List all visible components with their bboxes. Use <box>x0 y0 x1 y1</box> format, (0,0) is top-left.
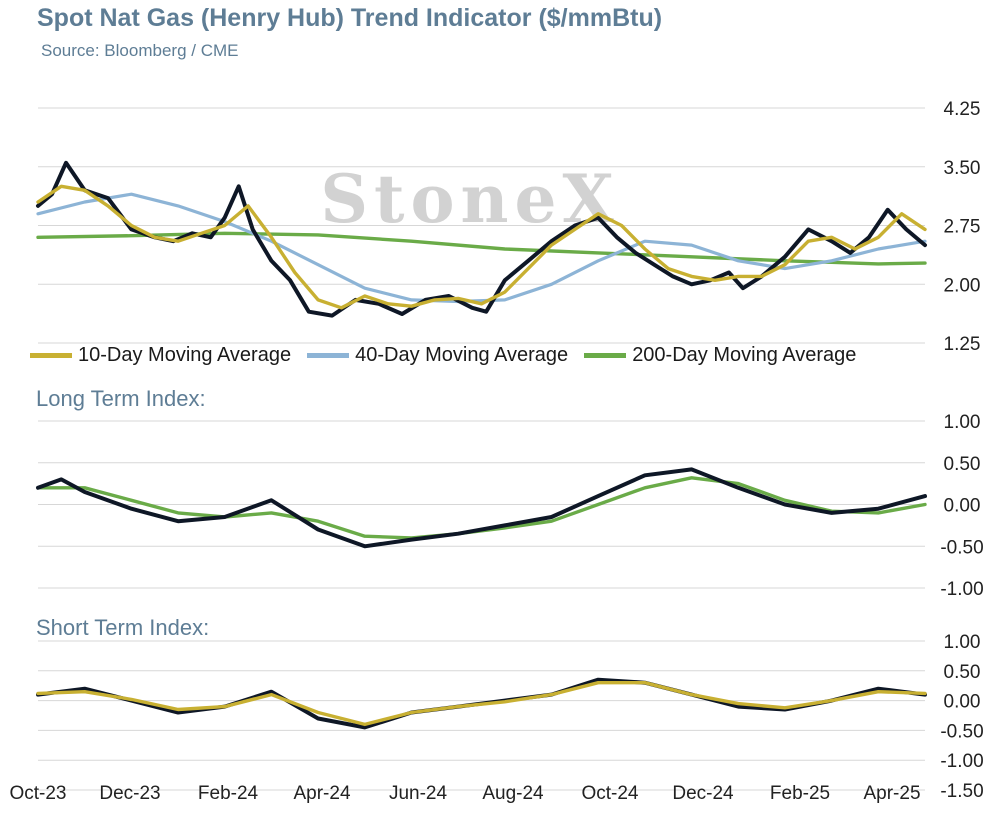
chart-source: Source: Bloomberg / CME <box>41 41 239 60</box>
y-tick-label: 2.75 <box>944 217 981 238</box>
x-tick-label: Oct-23 <box>9 783 66 804</box>
legend-label-ma10: 10-Day Moving Average <box>78 344 292 366</box>
y-tick-label: 3.50 <box>944 158 981 179</box>
long-term-index-label: Long Term Index: <box>36 386 206 411</box>
series-line-ma10 <box>36 184 927 310</box>
x-tick-label: Feb-25 <box>770 783 830 804</box>
x-tick-label: Oct-24 <box>581 783 638 804</box>
x-tick-label: Feb-24 <box>198 783 259 804</box>
y-tick-label: 4.25 <box>944 99 981 120</box>
x-tick-label: Jun-24 <box>389 783 448 804</box>
legend-item-ma200: 200-Day Moving Average <box>584 344 856 367</box>
y-tick-label: 0.50 <box>944 454 981 475</box>
series-line-ma10 <box>36 681 927 727</box>
legend-item-ma10: 10-Day Moving Average <box>30 344 291 367</box>
x-tick-label: Apr-25 <box>863 783 920 804</box>
x-tick-label: Apr-24 <box>293 783 350 804</box>
legend-swatch-ma40 <box>307 353 350 358</box>
y-tick-label: -0.50 <box>940 721 983 742</box>
tick-layer: 4.25 3.50 2.75 2.00 1.25 1.00 0.50 0.00 -0.50 -1.… <box>9 99 983 804</box>
series-line-ma200 <box>36 231 927 266</box>
x-tick-label: Dec-23 <box>99 783 160 804</box>
y-tick-label: 1.00 <box>944 412 981 433</box>
x-tick-label: Aug-24 <box>482 783 544 804</box>
legend: 10-Day Moving Average 40-Day Moving Aver… <box>30 344 856 367</box>
y-tick-label: -1.50 <box>940 781 983 802</box>
y-tick-label: -0.50 <box>940 537 983 558</box>
legend-swatch-ma10 <box>30 353 72 358</box>
y-tick-label: 1.00 <box>944 632 981 653</box>
series-layer <box>36 160 927 730</box>
y-tick-label: 0.00 <box>944 692 981 713</box>
legend-item-ma40: 40-Day Moving Average <box>307 344 568 367</box>
y-tick-label: -1.00 <box>940 751 983 772</box>
y-tick-label: -1.00 <box>940 579 983 600</box>
chart-title: Spot Nat Gas (Henry Hub) Trend Indicator… <box>37 4 663 32</box>
y-tick-label: 0.00 <box>944 496 981 517</box>
x-tick-label: Dec-24 <box>672 783 734 804</box>
y-tick-label: 0.50 <box>944 662 981 683</box>
y-tick-label: 2.00 <box>944 275 981 296</box>
grid-layer <box>38 107 925 791</box>
legend-label-ma40: 40-Day Moving Average <box>355 344 569 366</box>
series-line-price <box>36 160 927 318</box>
y-tick-label: 1.25 <box>944 334 981 355</box>
legend-label-ma200: 200-Day Moving Average <box>632 344 857 366</box>
series-line-price <box>36 467 927 549</box>
legend-swatch-ma200 <box>584 353 627 358</box>
short-term-index-label: Short Term Index: <box>36 615 210 640</box>
